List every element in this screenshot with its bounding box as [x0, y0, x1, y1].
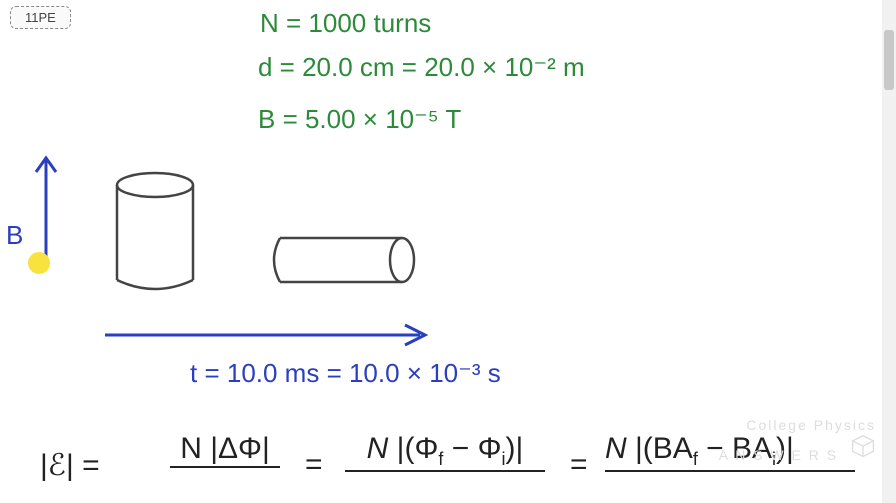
watermark-cube-icon	[850, 434, 876, 460]
emf-frac-bar2	[345, 470, 545, 472]
b-field-label: B	[6, 220, 23, 251]
cylinder-horizontal	[270, 232, 420, 290]
scrollbar-thumb[interactable]	[884, 30, 894, 90]
emf-lhs: |ℰ| =	[40, 448, 100, 483]
watermark: College Physics A N S W E R S	[719, 418, 876, 463]
given-turns: N = 1000 turns	[260, 8, 431, 39]
emf-frac-bar3	[605, 470, 855, 472]
given-field: B = 5.00 × 10⁻⁵ T	[258, 104, 461, 135]
emf-part1: |ℰ| =	[40, 449, 100, 482]
emf-frac-bar	[170, 466, 280, 468]
b-field-arrow	[26, 150, 66, 270]
highlight-dot	[28, 252, 50, 274]
given-diameter: d = 20.0 cm = 20.0 × 10⁻² m	[258, 52, 585, 83]
watermark-line1: College Physics	[719, 418, 876, 433]
emf-phi-diff: N |(Φf − Φi)|	[345, 432, 545, 472]
emf-eq2: =	[570, 448, 588, 482]
watermark-line2: A N S W E R S	[719, 447, 838, 463]
cylinder-vertical	[110, 170, 200, 300]
transition-arrow	[100, 320, 440, 350]
emf-eq1: =	[305, 448, 323, 482]
time-value: t = 10.0 ms = 10.0 × 10⁻³ s	[190, 358, 501, 389]
scrollbar-track[interactable]	[882, 0, 896, 503]
emf-fraction: N |ΔΦ|	[170, 432, 280, 468]
problem-badge: 11PE	[10, 6, 71, 29]
emf-frac-top: N |ΔΦ|	[170, 432, 280, 466]
